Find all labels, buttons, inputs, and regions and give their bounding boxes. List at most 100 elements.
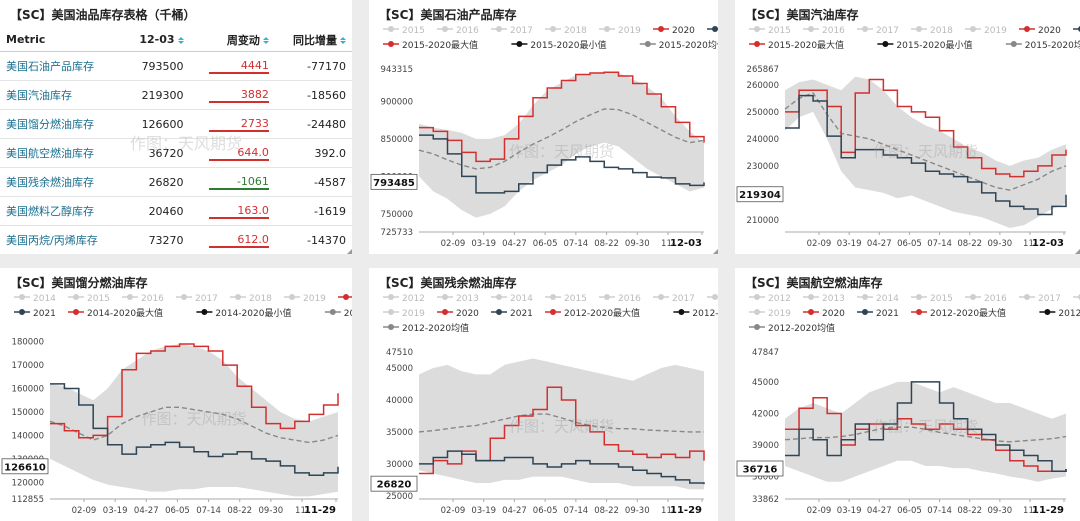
x-tick-label: 02-09 bbox=[807, 506, 832, 516]
legend-item[interactable]: 2012-2020最大值 bbox=[911, 307, 1006, 319]
legend-item[interactable]: 2015-2020最小值 bbox=[877, 39, 972, 51]
legend-item[interactable]: 2019 bbox=[749, 309, 791, 319]
legend-item[interactable]: 2019 bbox=[965, 26, 1007, 36]
table-row[interactable]: 美国丙烷/丙烯库存 73270 612.0 -14370 bbox=[0, 225, 352, 254]
legend-item[interactable]: 2016 bbox=[437, 26, 479, 36]
legend-label: 2018 bbox=[249, 294, 272, 304]
legend-item[interactable]: 2016 bbox=[122, 294, 164, 304]
row-name[interactable]: 美国残余燃油库存 bbox=[0, 167, 123, 197]
x-tick-label: 06-05 bbox=[897, 239, 922, 249]
legend-item[interactable]: 2012-2020最小值 bbox=[673, 307, 718, 319]
resize-handle-icon[interactable] bbox=[1075, 249, 1080, 254]
legend-item[interactable]: 2020 bbox=[437, 309, 479, 319]
y-tick-label: 150000 bbox=[12, 408, 44, 418]
header-weekly[interactable]: 周变动 bbox=[189, 28, 275, 52]
legend-item[interactable]: 2017 bbox=[857, 26, 899, 36]
legend-item[interactable]: 2014 bbox=[14, 294, 56, 304]
legend-item[interactable]: 2014 bbox=[491, 294, 533, 304]
legend-item[interactable]: 2013 bbox=[803, 294, 845, 304]
legend-item[interactable]: 2021 bbox=[14, 309, 56, 319]
table-row[interactable]: 美国航空燃油库存 36720 644.0 392.0 bbox=[0, 138, 352, 168]
legend-item[interactable]: 2012-2020最小值 bbox=[1039, 307, 1080, 319]
legend-item[interactable]: 2018 bbox=[230, 294, 272, 304]
legend-item[interactable]: 2012-2020最大值 bbox=[545, 307, 640, 319]
sort-icon[interactable] bbox=[340, 37, 346, 44]
resize-handle-icon[interactable] bbox=[347, 249, 352, 254]
x-tick-label: 06-05 bbox=[533, 239, 558, 249]
legend-label: 2015-2020最小值 bbox=[530, 39, 606, 51]
header-yoy[interactable]: 同比增量 bbox=[274, 28, 352, 52]
legend-label: 2014 bbox=[33, 294, 56, 304]
series-2020 bbox=[785, 78, 1067, 178]
legend-label: 2014-2020最小值 bbox=[215, 307, 291, 319]
resize-handle-icon[interactable] bbox=[713, 249, 718, 254]
legend-item[interactable]: 2012-2020均值 bbox=[749, 322, 835, 334]
legend-item[interactable]: 2017 bbox=[176, 294, 218, 304]
x-tick-label: 11- bbox=[295, 506, 309, 516]
legend-item[interactable]: 2018 bbox=[545, 26, 587, 36]
legend-item[interactable]: 2015 bbox=[911, 294, 953, 304]
legend-item[interactable]: 2019 bbox=[599, 26, 641, 36]
legend-item[interactable]: 2016 bbox=[965, 294, 1007, 304]
legend-item[interactable]: 2020 bbox=[338, 294, 352, 304]
legend-item[interactable]: 2018 bbox=[707, 294, 718, 304]
legend-item[interactable]: 2015-2020均值 bbox=[1005, 39, 1080, 51]
table-row[interactable]: 美国石油产品库存 793500 4441 -77170 bbox=[0, 51, 352, 81]
legend-item[interactable]: 2015 bbox=[383, 26, 425, 36]
table-row[interactable]: 美国汽油库存 219300 3882 -18560 bbox=[0, 80, 352, 110]
legend-item[interactable]: 2013 bbox=[437, 294, 479, 304]
legend-label: 2019 bbox=[303, 294, 326, 304]
legend-item[interactable]: 2021 bbox=[707, 26, 718, 36]
legend-item[interactable]: 2018 bbox=[1073, 294, 1080, 304]
legend-item[interactable]: 2020 bbox=[1019, 26, 1061, 36]
legend-item[interactable]: 2019 bbox=[383, 309, 425, 319]
legend-item[interactable]: 2015 bbox=[545, 294, 587, 304]
series-2021 bbox=[419, 134, 705, 194]
x-tick-label: 06-05 bbox=[897, 506, 922, 516]
legend-item[interactable]: 2015-2020均值 bbox=[639, 39, 718, 51]
legend-item[interactable]: 2012 bbox=[383, 294, 425, 304]
legend-item[interactable]: 2016 bbox=[803, 26, 845, 36]
watermark: 作图：天风期货 bbox=[873, 143, 978, 161]
legend-item[interactable]: 2014-2020最大值 bbox=[68, 307, 163, 319]
legend-item[interactable]: 2020 bbox=[803, 309, 845, 319]
legend-item[interactable]: 2016 bbox=[599, 294, 641, 304]
row-name[interactable]: 美国石油产品库存 bbox=[0, 51, 123, 81]
legend-item[interactable]: 2015 bbox=[68, 294, 110, 304]
legend-item[interactable]: 2015-2020最小值 bbox=[511, 39, 606, 51]
legend-item[interactable]: 2021 bbox=[491, 309, 533, 319]
legend-item[interactable]: 2021 bbox=[1073, 26, 1080, 36]
row-name[interactable]: 美国丙烷/丙烯库存 bbox=[0, 225, 123, 254]
row-value: 20460 bbox=[122, 196, 190, 226]
table-row[interactable]: 美国残余燃油库存 26820 -1061 -4587 bbox=[0, 167, 352, 197]
legend-item[interactable]: 2015-2020最大值 bbox=[383, 39, 478, 51]
legend-item[interactable]: 2012-2020均值 bbox=[383, 322, 469, 334]
table-row[interactable]: 美国燃料乙醇库存 20460 163.0 -1619 bbox=[0, 196, 352, 226]
row-name[interactable]: 美国燃料乙醇库存 bbox=[0, 196, 123, 226]
legend-label: 2020 bbox=[672, 26, 695, 36]
header-date[interactable]: 12-03 bbox=[122, 28, 190, 52]
y-tick-label: 30000 bbox=[386, 460, 413, 470]
legend-item[interactable]: 2021 bbox=[857, 309, 899, 319]
legend-item[interactable]: 2017 bbox=[1019, 294, 1061, 304]
row-name[interactable]: 美国汽油库存 bbox=[0, 80, 123, 110]
last-value-badge: 219304 bbox=[736, 186, 784, 203]
legend-item[interactable]: 2015-2020最大值 bbox=[749, 39, 844, 51]
row-name[interactable]: 美国航空燃油库存 bbox=[0, 138, 123, 168]
legend-item[interactable]: 2017 bbox=[491, 26, 533, 36]
legend-item[interactable]: 2020 bbox=[653, 26, 695, 36]
legend-item[interactable]: 2014 bbox=[857, 294, 899, 304]
legend-label: 2017 bbox=[510, 26, 533, 36]
header-metric: Metric bbox=[0, 28, 123, 52]
legend-item[interactable]: 2017 bbox=[653, 294, 695, 304]
legend-item[interactable]: 2015 bbox=[749, 26, 791, 36]
sort-icon[interactable] bbox=[262, 37, 269, 44]
legend-item[interactable]: 2012 bbox=[749, 294, 791, 304]
row-name[interactable]: 美国馏分燃油库存 bbox=[0, 109, 123, 139]
table-row[interactable]: 美国馏分燃油库存 126600 2733 -24480 bbox=[0, 109, 352, 139]
legend-item[interactable]: 2019 bbox=[284, 294, 326, 304]
sort-icon[interactable] bbox=[177, 36, 184, 44]
legend-item[interactable]: 2014-2020最小值 bbox=[196, 307, 291, 319]
legend-item[interactable]: 2014-2020均值 bbox=[324, 307, 352, 319]
legend-item[interactable]: 2018 bbox=[911, 26, 953, 36]
